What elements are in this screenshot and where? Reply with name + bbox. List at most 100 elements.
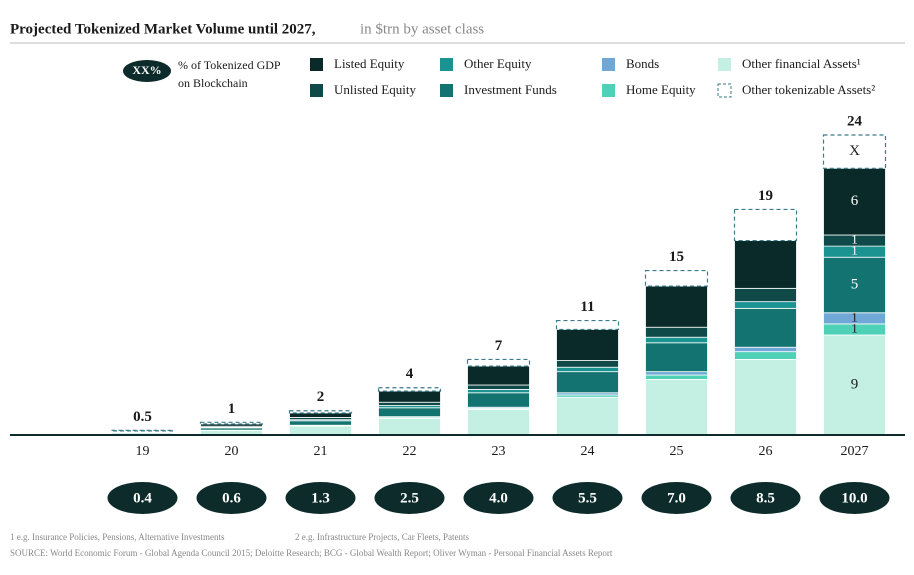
bar-segment	[645, 342, 708, 373]
total-label: 24	[847, 113, 863, 129]
chart-subtitle: in $trn by asset class	[360, 21, 484, 37]
total-label: 2	[317, 389, 325, 405]
legend-label: Other financial Assets¹	[742, 56, 861, 71]
gdp-pill	[374, 482, 445, 514]
legend-swatch	[310, 84, 323, 97]
segment-label: 1	[851, 243, 858, 258]
x-tick-label: 19	[136, 444, 150, 459]
footnote: 2 e.g. Infrastructure Projects, Car Flee…	[295, 532, 469, 542]
total-label: 11	[580, 299, 594, 315]
gdp-pill	[196, 482, 267, 514]
bar-segment	[645, 326, 708, 338]
legend-label: Other tokenizable Assets²	[742, 82, 875, 97]
gdp-pill	[552, 482, 623, 514]
legend-swatch	[440, 58, 453, 71]
bar-segment	[645, 379, 708, 436]
bar-segment	[378, 390, 441, 403]
bar-segment	[734, 287, 797, 303]
total-label: 19	[758, 188, 773, 204]
legend-swatch	[602, 58, 615, 71]
bar-segment	[555, 319, 620, 331]
gdp-label: 5.5	[578, 490, 597, 506]
legend-label: Bonds	[626, 56, 659, 71]
bar-segment	[556, 396, 619, 436]
gdp-pill	[463, 482, 534, 514]
gdp-label: 4.0	[489, 490, 508, 506]
x-tick-label: 22	[403, 444, 417, 459]
bar-segment	[289, 420, 352, 426]
bar-segment	[734, 359, 797, 436]
x-tick-label: 25	[670, 444, 684, 459]
gdp-label: 0.6	[222, 490, 241, 506]
x-tick-label: 2027	[841, 444, 869, 459]
legend-label: Other Equity	[464, 56, 532, 71]
bar-segment	[467, 384, 530, 390]
total-label: 15	[669, 249, 684, 265]
gdp-legend-key	[123, 60, 171, 82]
source: SOURCE: World Economic Forum - Global Ag…	[10, 548, 613, 558]
legend-swatch	[718, 58, 731, 71]
bar-segment	[556, 329, 619, 361]
segment-label: 5	[851, 276, 859, 292]
bar-segment	[289, 425, 352, 436]
footnote: 1 e.g. Insurance Policies, Pensions, Alt…	[10, 532, 225, 542]
bar-segment	[823, 334, 886, 436]
x-tick-label: 24	[581, 444, 595, 459]
gdp-label: 10.0	[841, 490, 867, 506]
bar-segment	[823, 167, 886, 236]
segment-label: 6	[851, 193, 859, 209]
bar-segment	[556, 360, 619, 368]
gdp-label: 7.0	[667, 490, 686, 506]
bar-segment	[734, 240, 797, 289]
bar-segment	[734, 346, 797, 353]
total-label: 4	[406, 366, 414, 382]
gdp-legend-key-label: XX%	[132, 63, 161, 77]
bar-segment	[822, 134, 887, 169]
bar-segment	[734, 301, 797, 309]
bar-segment	[378, 401, 441, 406]
bar-segment	[378, 407, 441, 418]
bar-segment	[556, 366, 619, 373]
bar-segment	[734, 307, 797, 348]
bar-segment	[734, 351, 797, 360]
gdp-label: 8.5	[756, 490, 775, 506]
bar-segment	[467, 365, 530, 386]
total-label: 1	[228, 401, 236, 417]
legend-label: Investment Funds	[464, 82, 557, 97]
bar-segment	[467, 389, 530, 394]
segment-label: 1	[851, 320, 858, 335]
legend-swatch	[440, 84, 453, 97]
gdp-label: 0.4	[133, 490, 152, 506]
gdp-legend-text: % of Tokenized GDP	[178, 58, 281, 72]
segment-label: 1	[851, 232, 858, 247]
bar-segment	[556, 371, 619, 394]
legend-label: Unlisted Equity	[334, 82, 416, 97]
x-tick-label: 26	[759, 444, 773, 459]
legend-swatch	[717, 83, 732, 98]
x-tick-label: 23	[492, 444, 506, 459]
legend-swatch	[602, 84, 615, 97]
bar-segment	[288, 410, 353, 414]
legend-label: Listed Equity	[334, 56, 405, 71]
bar-segment	[467, 392, 530, 408]
segment-label: 1	[851, 309, 858, 324]
gdp-label: 2.5	[400, 490, 419, 506]
bar-segment	[199, 421, 264, 425]
gdp-pill	[730, 482, 801, 514]
bar-segment	[377, 387, 442, 392]
chart-title: Projected Tokenized Market Volume until …	[10, 21, 316, 37]
segment-label: 9	[851, 376, 859, 392]
bar-segment	[289, 412, 352, 418]
legend-label: Home Equity	[626, 82, 696, 97]
legend-swatch	[310, 58, 323, 71]
bar-segment	[644, 269, 709, 287]
total-label: 0.5	[133, 409, 152, 425]
gdp-legend-text: on Blockchain	[178, 76, 248, 90]
bar-segment	[645, 374, 708, 380]
bar-segment	[645, 336, 708, 344]
total-label: 7	[495, 338, 503, 354]
x-tick-label: 20	[225, 444, 239, 459]
gdp-pill	[285, 482, 356, 514]
gdp-pill	[107, 482, 178, 514]
